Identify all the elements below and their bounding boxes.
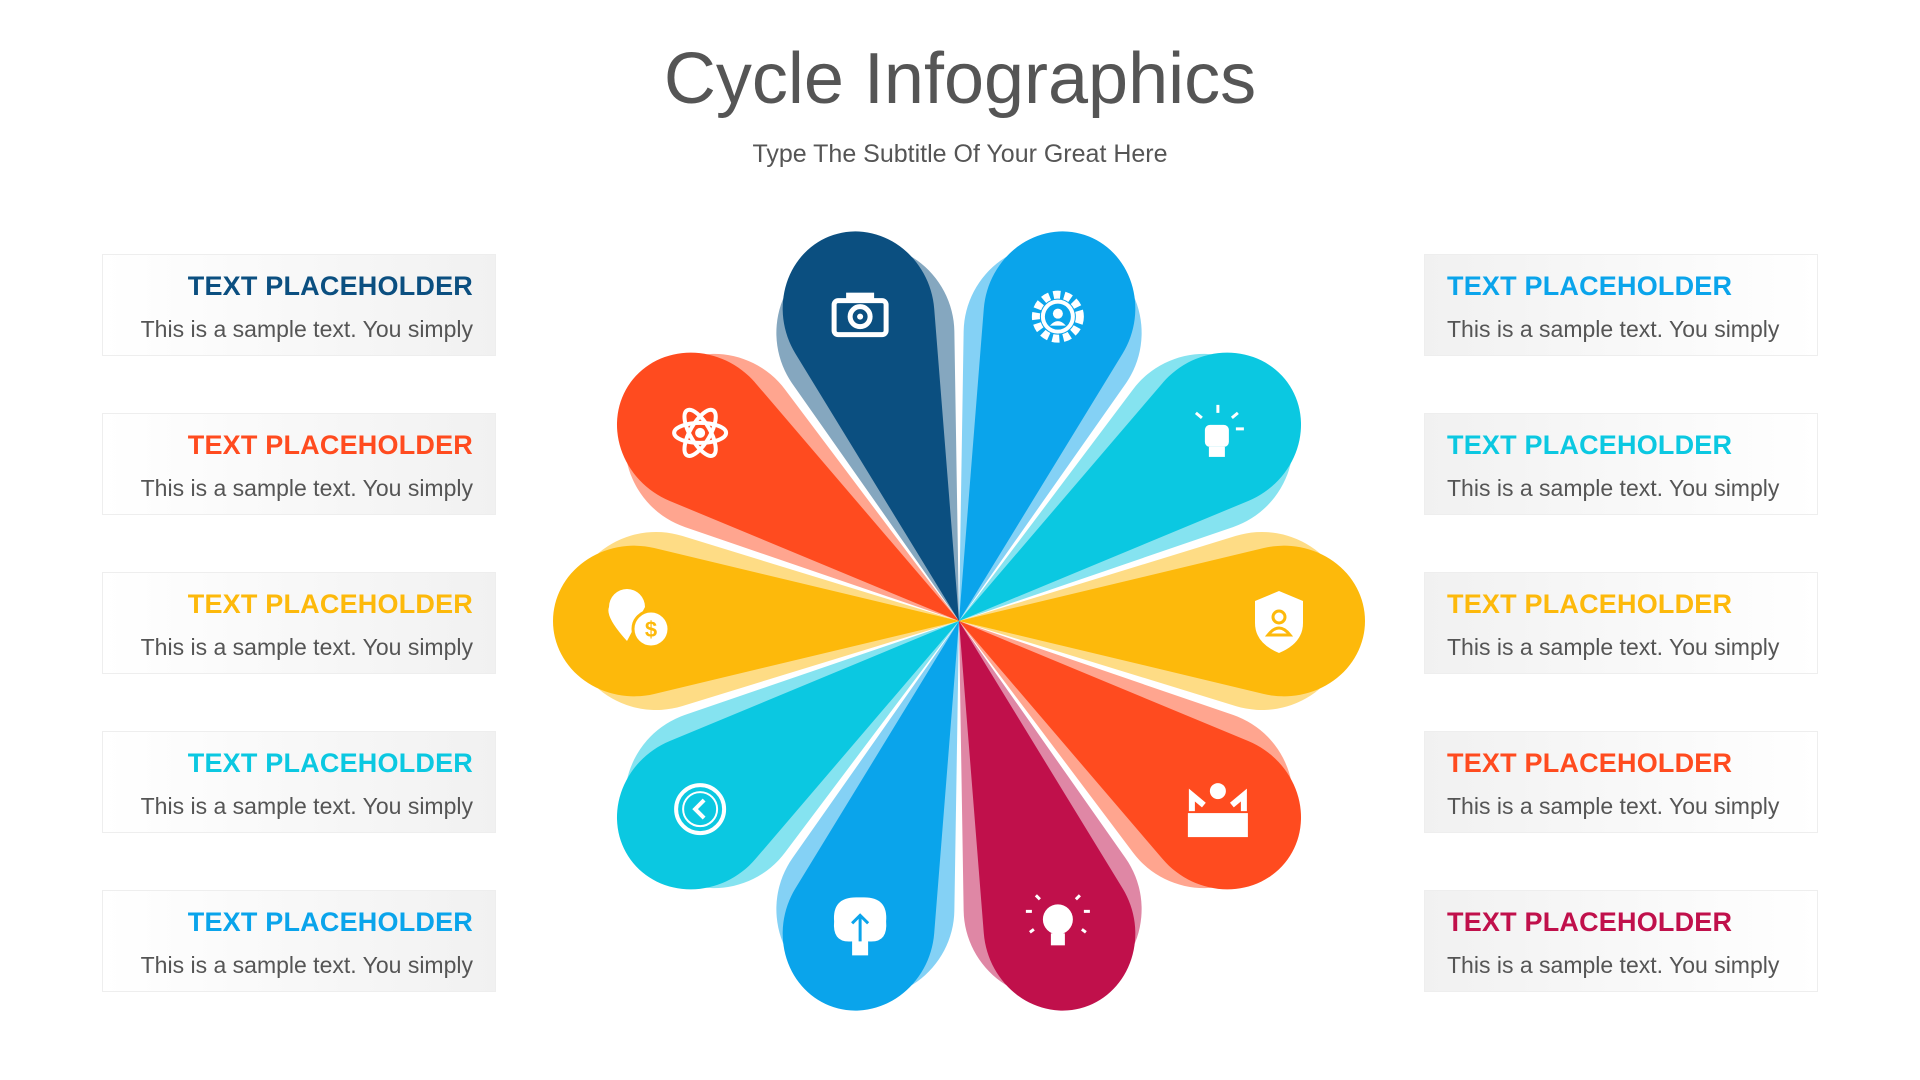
box-text: This is a sample text. You simply [1447, 793, 1780, 819]
box-title: TEXT PLACEHOLDER [1447, 907, 1733, 937]
left-text-box-4: TEXT PLACEHOLDER This is a sample text. Y… [102, 731, 496, 833]
page-title: Cycle Infographics [663, 39, 1257, 119]
petal-shape [616, 621, 959, 890]
petal-7 [616, 621, 959, 890]
petal-3 [959, 545, 1365, 697]
gear-user-icon [1031, 290, 1084, 343]
petal-shape [553, 545, 959, 697]
left-text-box-1: TEXT PLACEHOLDER This is a sample text. Y… [102, 254, 496, 356]
svg-text:$: $ [645, 617, 657, 642]
right-text-box-5: TEXT PLACEHOLDER This is a sample text. Y… [1424, 890, 1818, 992]
fist-idea-icon [1194, 404, 1244, 457]
right-text-box-1: TEXT PLACEHOLDER This is a sample text. Y… [1424, 254, 1818, 356]
petal-shape [959, 545, 1365, 697]
box-title: TEXT PLACEHOLDER [1447, 271, 1733, 301]
petal-shape [782, 231, 959, 621]
petal-8: $ [553, 545, 959, 697]
petal-shape [959, 352, 1302, 621]
box-title: TEXT PLACEHOLDER [187, 430, 473, 460]
box-text: This is a sample text. You simply [140, 793, 473, 819]
petal-1 [959, 231, 1136, 621]
right-text-box-4: TEXT PLACEHOLDER This is a sample text. Y… [1424, 731, 1818, 833]
location-dollar-icon: $ [608, 589, 671, 649]
box-text: This is a sample text. You simply [1447, 316, 1780, 342]
right-text-box-2: TEXT PLACEHOLDER This is a sample text. Y… [1424, 413, 1818, 515]
shield-user-icon [1255, 591, 1303, 653]
petal-shape [959, 231, 1136, 621]
brain-icon [833, 897, 887, 956]
petal-2 [959, 352, 1302, 621]
lightbulb-icon [1025, 894, 1090, 946]
box-text: This is a sample text. You simply [1447, 634, 1780, 660]
left-text-box-2: TEXT PLACEHOLDER This is a sample text. Y… [102, 413, 496, 515]
petal-6 [782, 621, 959, 1011]
box-text: This is a sample text. You simply [140, 952, 473, 978]
presentation-icon [1187, 783, 1248, 838]
left-text-box-5: TEXT PLACEHOLDER This is a sample text. Y… [102, 890, 496, 992]
box-text: This is a sample text. You simply [1447, 475, 1780, 501]
petal-10 [782, 231, 959, 621]
page-subtitle: Type The Subtitle Of Your Great Here [752, 140, 1168, 168]
right-text-box-3: TEXT PLACEHOLDER This is a sample text. Y… [1424, 572, 1818, 674]
left-text-box-3: TEXT PLACEHOLDER This is a sample text. Y… [102, 572, 496, 674]
petal-4 [959, 621, 1302, 890]
box-text: This is a sample text. You simply [140, 475, 473, 501]
box-title: TEXT PLACEHOLDER [187, 271, 473, 301]
box-text: This is a sample text. You simply [140, 634, 473, 660]
petal-5 [959, 621, 1136, 1011]
petal-shape [959, 621, 1136, 1011]
petal-9 [616, 352, 959, 621]
box-title: TEXT PLACEHOLDER [187, 907, 473, 937]
clock-icon [674, 783, 727, 836]
box-text: This is a sample text. You simply [1447, 952, 1780, 978]
box-text: This is a sample text. You simply [140, 316, 473, 342]
box-title: TEXT PLACEHOLDER [1447, 589, 1733, 619]
box-title: TEXT PLACEHOLDER [1447, 748, 1733, 778]
atom-icon [672, 407, 729, 458]
box-title: TEXT PLACEHOLDER [187, 589, 473, 619]
box-title: TEXT PLACEHOLDER [187, 748, 473, 778]
box-title: TEXT PLACEHOLDER [1447, 430, 1733, 460]
petal-shape [782, 621, 959, 1011]
camera-icon [831, 292, 889, 338]
